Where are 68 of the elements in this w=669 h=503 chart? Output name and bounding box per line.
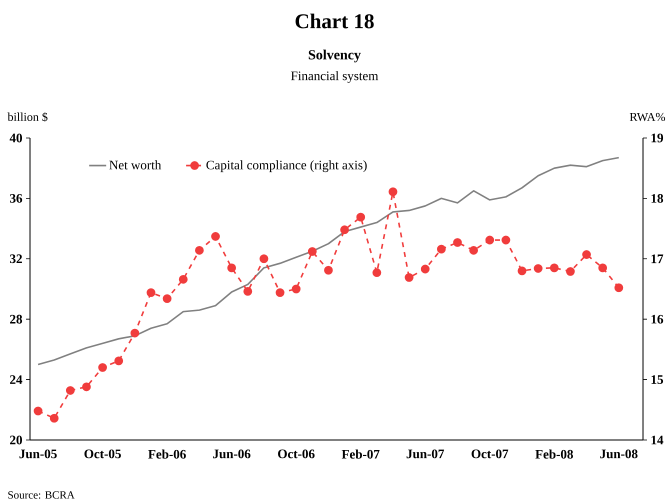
point [614, 283, 624, 292]
point [50, 414, 59, 423]
chart-title: Chart 18 [296, 14, 374, 28]
source-note: Source: BCRA [8, 491, 75, 499]
y-tick-label: 32 [10, 254, 22, 264]
point [598, 263, 608, 272]
legend-label: Net worth [109, 160, 162, 170]
legend-label: Capital compliance (right axis) [206, 160, 367, 172]
x-tick-label: Jun-06 [213, 450, 250, 458]
point [211, 232, 220, 241]
x-tick-label: Oct-05 [84, 450, 121, 458]
point [178, 274, 188, 284]
y-tick-label: 20 [10, 436, 22, 444]
point [114, 356, 124, 366]
point [130, 328, 140, 338]
point [404, 273, 414, 282]
point [453, 238, 462, 247]
x-tick-label: Feb-07 [342, 450, 380, 459]
point [34, 406, 42, 416]
point [582, 250, 591, 259]
point [292, 284, 301, 294]
y-tick-label: 24 [10, 375, 22, 384]
y-tick-label: 28 [10, 314, 22, 324]
point [566, 267, 575, 276]
point [82, 382, 91, 392]
point [195, 246, 204, 255]
point [146, 288, 156, 297]
point [420, 264, 430, 274]
y2-tick-label: 18 [652, 194, 664, 203]
y2-tick-label: 16 [652, 314, 664, 324]
x-tick-label: Oct-06 [278, 450, 315, 458]
point [243, 287, 252, 296]
y2-tick-label: 19 [652, 134, 664, 142]
point [436, 244, 446, 254]
y2-tick-label: 15 [652, 375, 664, 384]
point [518, 266, 526, 276]
point [162, 294, 172, 304]
point [372, 268, 382, 278]
point [356, 212, 366, 222]
line-series [37, 156, 620, 366]
point [98, 363, 107, 372]
x-tick-label: Jun-05 [20, 450, 57, 458]
y2-tick-label: 14 [652, 436, 664, 444]
y-tick-label: 40 [10, 134, 22, 142]
y-axis-title: billion $ [8, 112, 48, 122]
point [260, 254, 268, 264]
point [276, 288, 284, 297]
y2-tick-label: 17 [652, 254, 664, 264]
point [340, 225, 349, 234]
point [324, 266, 333, 275]
x-tick-label: Oct-07 [472, 450, 508, 458]
text: Financial system [291, 71, 378, 83]
y2-axis-title: RWA% [630, 112, 666, 122]
point [485, 236, 494, 244]
point [534, 264, 543, 273]
chart-subtitle: Solvency [308, 50, 361, 62]
x-tick-label: Jun-07 [406, 450, 444, 458]
y-tick-label: 36 [10, 194, 22, 203]
x-tick-label: Feb-08 [535, 450, 573, 459]
x-tick-label: Jun-08 [600, 450, 638, 458]
point [550, 263, 559, 272]
point [227, 263, 236, 272]
x-tick-label: Feb-06 [148, 450, 186, 459]
point [502, 236, 510, 244]
point [308, 247, 317, 256]
point [388, 187, 398, 196]
point [66, 386, 75, 395]
point [469, 246, 478, 255]
